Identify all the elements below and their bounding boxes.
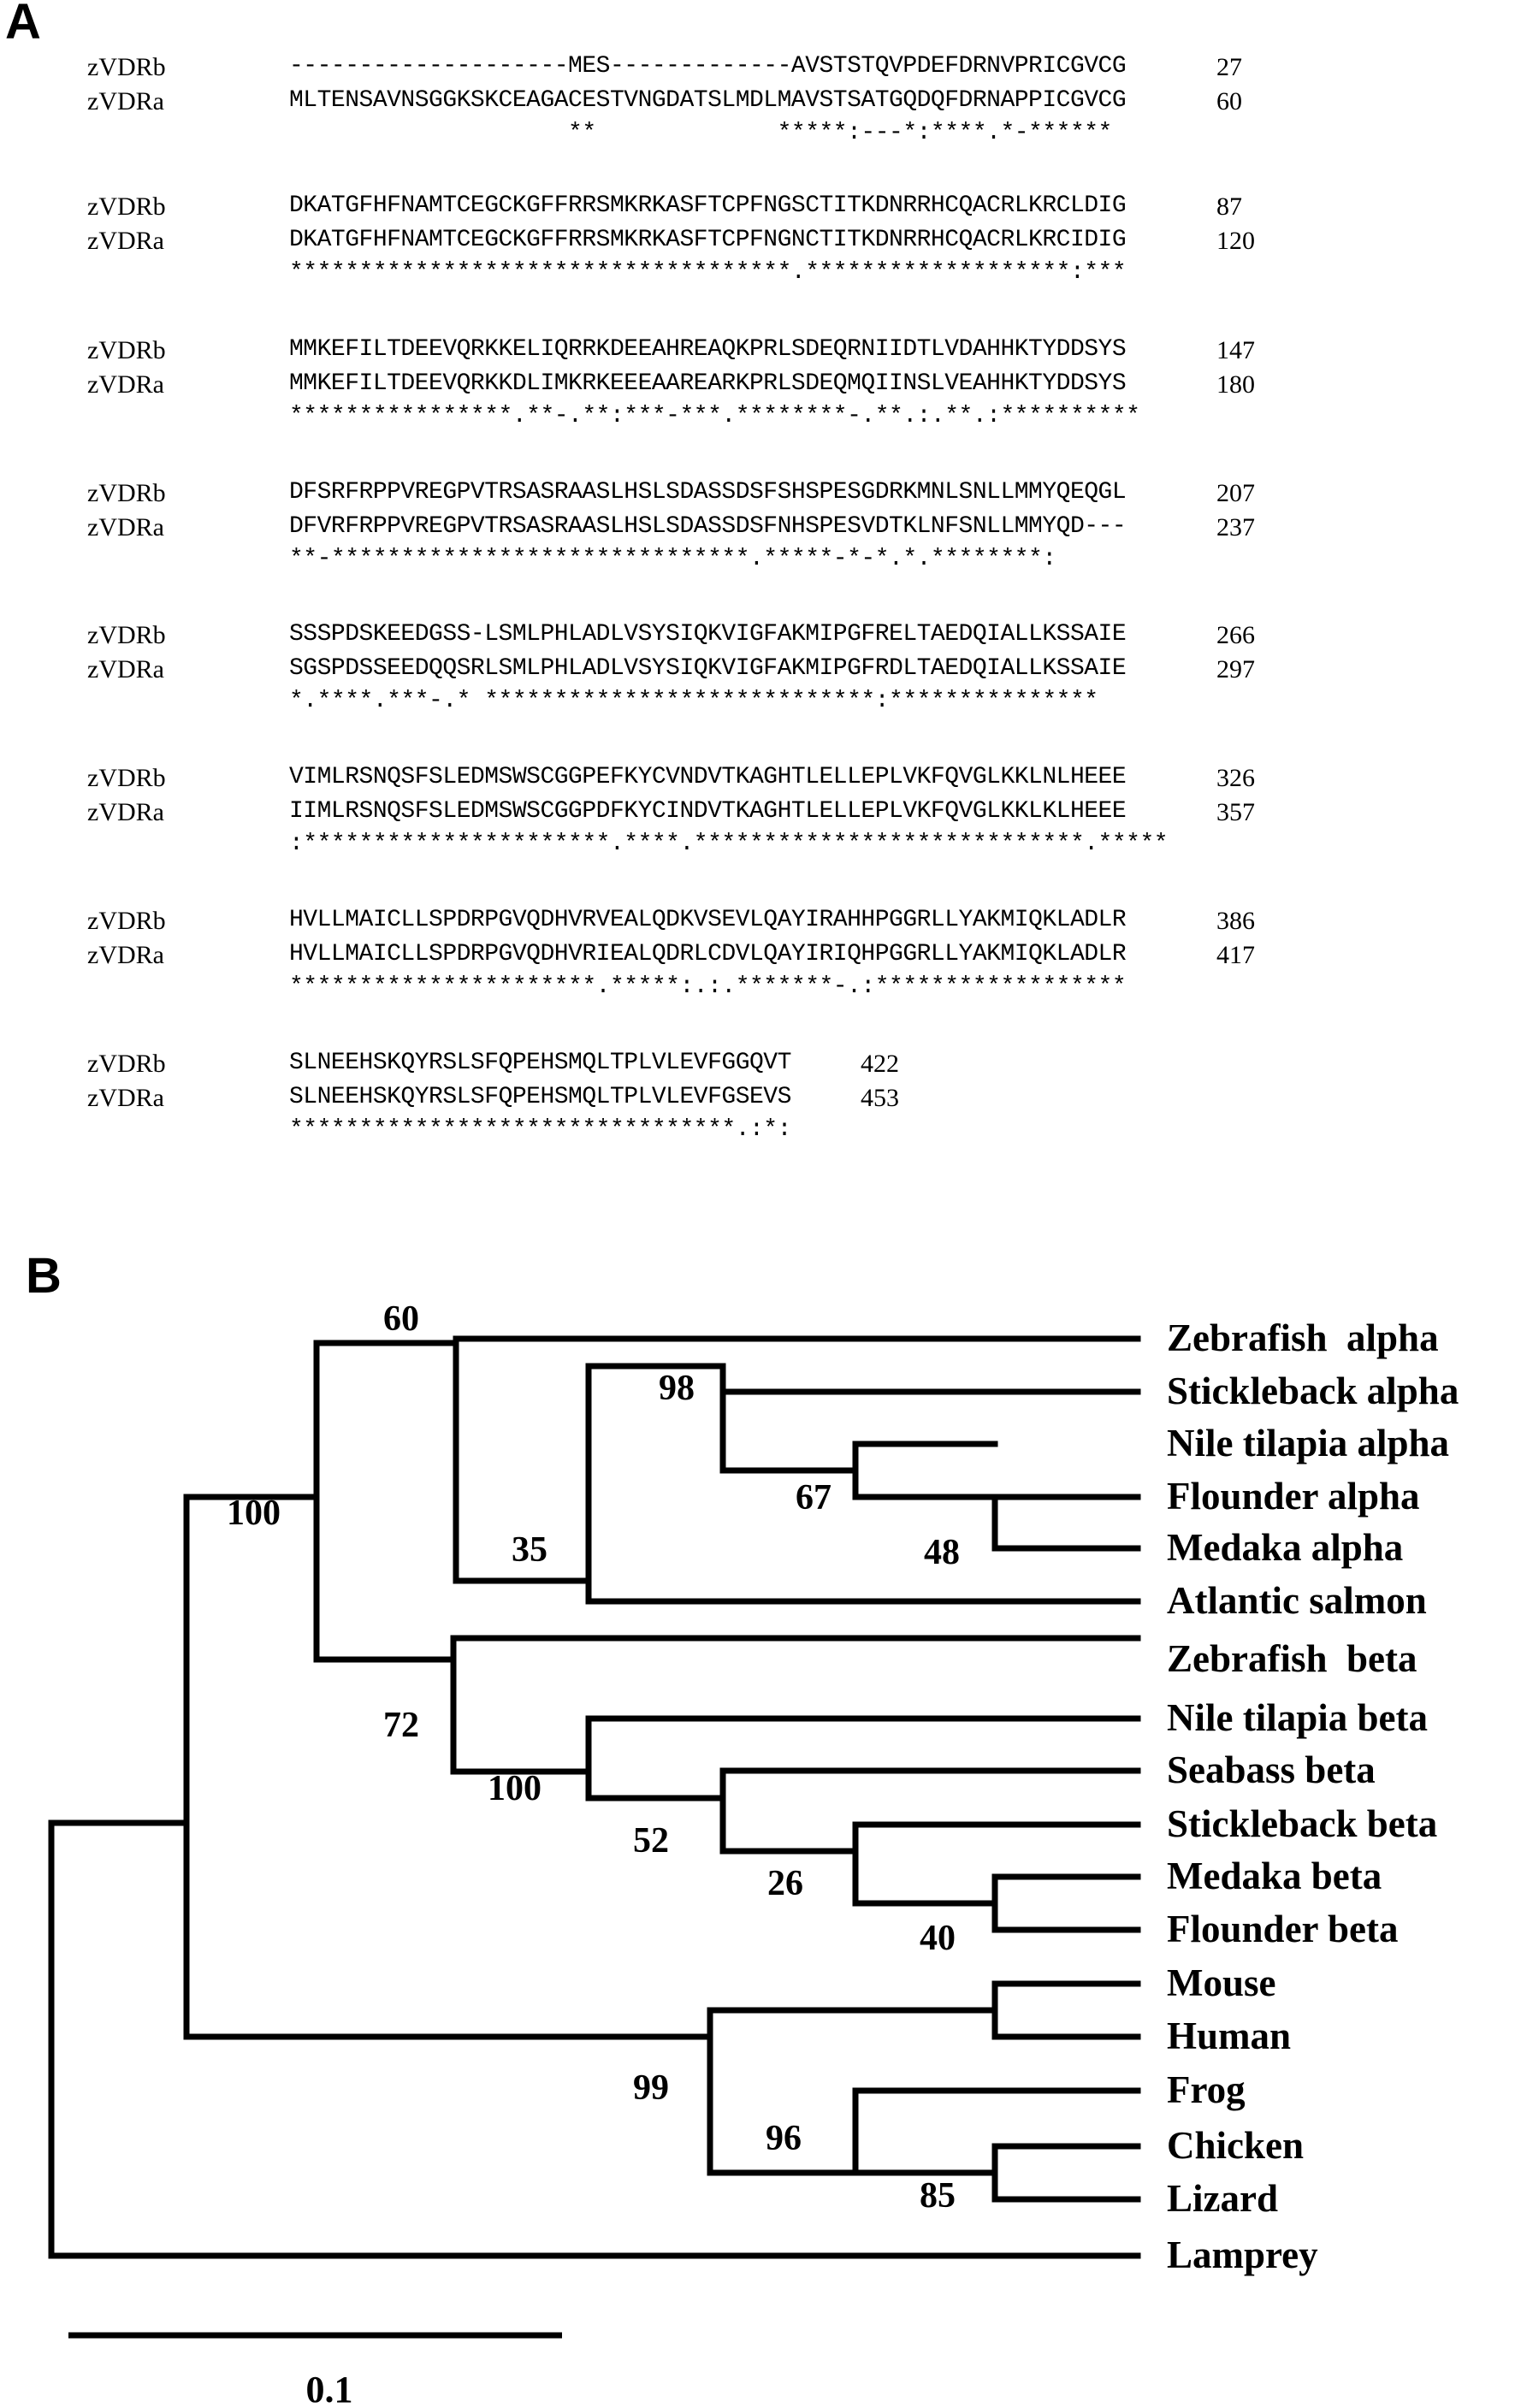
sequence-name: zVDRa	[87, 227, 164, 255]
bootstrap-value: 100	[227, 1494, 281, 1533]
bootstrap-value: 52	[633, 1821, 669, 1861]
sequence-b: HVLLMAICLLSPDRPGVQDHVRVEALQDKVSEVLQAYIRA…	[289, 907, 1127, 933]
bootstrap-value: 100	[488, 1769, 541, 1808]
sequence-b: DFSRFRPPVREGPVTRSASRAASLHSLSDASSDSFSHSPE…	[289, 479, 1127, 506]
sequence-name: zVDRb	[87, 764, 166, 792]
residue-count: 453	[861, 1084, 899, 1112]
sequence-b: VIMLRSNQSFSLEDMSWSCGGPEFKYCVNDVTKAGHTLEL…	[289, 764, 1127, 790]
sequence-a: HVLLMAICLLSPDRPGVQDHVRIEALQDRLCDVLQAYIRI…	[289, 941, 1127, 967]
sequence-a: MMKEFILTDEEVQRKKDLIMKRKEEEAAREARKPRLSDEQ…	[289, 370, 1127, 397]
residue-count: 180	[1216, 370, 1255, 399]
taxon-label: Zebrafish alpha	[1167, 1316, 1439, 1359]
bootstrap-value: 98	[659, 1369, 695, 1408]
sequence-name: zVDRa	[87, 370, 164, 399]
sequence-a: SLNEEHSKQYRSLSFQPEHSMQLTPLVLEVFGSEVS	[289, 1084, 791, 1110]
residue-count: 207	[1216, 479, 1255, 507]
sequence-a: SGSPDSSEEDQQSRLSMLPHLADLVSYSIQKVIGFAKMIP…	[289, 655, 1127, 682]
sequence-a: MLTENSAVNSGGKSKCEAGACESTVNGDATSLMDLMAVST…	[289, 87, 1127, 114]
taxon-label: Medaka alpha	[1167, 1526, 1403, 1569]
consensus-line: :**********************.****.***********…	[289, 831, 1169, 857]
bootstrap-value: 72	[383, 1706, 419, 1745]
taxon-label: Seabass beta	[1167, 1748, 1376, 1791]
sequence-b: SLNEEHSKQYRSLSFQPEHSMQLTPLVLEVFGGQVT	[289, 1050, 791, 1076]
bootstrap-value: 96	[766, 2119, 802, 2158]
consensus-line: **-******************************.*****-…	[289, 546, 1056, 572]
bootstrap-value: 60	[383, 1299, 419, 1339]
residue-count: 417	[1216, 941, 1255, 969]
bootstrap-value: 67	[796, 1478, 831, 1518]
bootstrap-value: 85	[920, 2176, 956, 2216]
bootstrap-value: 26	[767, 1864, 803, 1903]
tree-labels: Zebrafish alpha Stickleback alpha Nile til…	[227, 1299, 1459, 2276]
residue-count: 87	[1216, 192, 1242, 221]
sequence-a: DKATGFHFNAMTCEGCKGFFRRSMKRKASFTCPFNGNCTI…	[289, 227, 1127, 253]
sequence-name: zVDRb	[87, 336, 166, 364]
sequence-name: zVDRa	[87, 513, 164, 541]
sequence-name: zVDRb	[87, 907, 166, 935]
residue-count: 326	[1216, 764, 1255, 792]
residue-count: 27	[1216, 53, 1242, 81]
scale-bar-label: 0.1	[306, 2369, 353, 2408]
residue-count: 147	[1216, 336, 1255, 364]
scale-bar: 0.1	[68, 2332, 562, 2408]
residue-count: 60	[1216, 87, 1242, 115]
sequence-name: zVDRa	[87, 1084, 164, 1112]
taxon-label: Lamprey	[1167, 2233, 1318, 2276]
taxon-label: Zebrafish beta	[1167, 1637, 1417, 1680]
residue-count: 120	[1216, 227, 1255, 255]
consensus-line: ********************************.:*:	[289, 1116, 791, 1143]
bootstrap-value: 40	[920, 1919, 956, 1958]
sequence-name: zVDRb	[87, 53, 166, 81]
sequence-name: zVDRa	[87, 941, 164, 969]
consensus-line: ****************.**-.**:***-***.********…	[289, 403, 1140, 429]
panel-a-label: A	[5, 0, 41, 50]
taxon-label: Stickleback alpha	[1167, 1370, 1459, 1412]
bootstrap-value: 48	[924, 1533, 960, 1572]
sequence-name: zVDRa	[87, 655, 164, 683]
taxon-label: Chicken	[1167, 2124, 1304, 2167]
consensus-line: **********************.*****:.:.*******-…	[289, 973, 1127, 1000]
sequence-b: MMKEFILTDEEVQRKKELIQRRKDEEAHREAQKPRLSDEQ…	[289, 336, 1127, 363]
sequence-b: --------------------MES-------------AVST…	[289, 53, 1127, 80]
sequence-a: IIMLRSNQSFSLEDMSWSCGGPDFKYCINDVTKAGHTLEL…	[289, 798, 1127, 825]
taxon-label: Nile tilapia alpha	[1167, 1422, 1449, 1464]
residue-count: 422	[861, 1050, 899, 1078]
phylogenetic-tree: Zebrafish alpha Stickleback alpha Nile til…	[48, 1299, 1459, 2408]
sequence-name: zVDRb	[87, 1050, 166, 1078]
sequence-name: zVDRa	[87, 87, 164, 115]
taxon-label: Mouse	[1167, 1961, 1276, 2004]
taxon-label: Flounder alpha	[1167, 1475, 1420, 1518]
taxon-label: Medaka beta	[1167, 1855, 1382, 1897]
tree-branches	[48, 1335, 1141, 2259]
bootstrap-value: 35	[512, 1530, 547, 1570]
panel-b-label: B	[26, 1248, 62, 1304]
taxon-label: Frog	[1167, 2068, 1246, 2111]
consensus-line: ** *****:---*:****.*-******	[289, 120, 1112, 146]
sequence-name: zVDRb	[87, 479, 166, 507]
residue-count: 386	[1216, 907, 1255, 935]
residue-count: 266	[1216, 621, 1255, 649]
consensus-line: ************************************.***…	[289, 259, 1127, 286]
residue-count: 237	[1216, 513, 1255, 541]
taxon-label: Lizard	[1167, 2177, 1278, 2220]
sequence-name: zVDRb	[87, 192, 166, 221]
taxon-label: Nile tilapia beta	[1167, 1696, 1428, 1739]
taxon-label: Flounder beta	[1167, 1908, 1398, 1950]
sequence-name: zVDRa	[87, 798, 164, 826]
sequence-b: DKATGFHFNAMTCEGCKGFFRRSMKRKASFTCPFNGSCTI…	[289, 192, 1127, 219]
taxon-label: Human	[1167, 2015, 1291, 2057]
residue-count: 357	[1216, 798, 1255, 826]
sequence-name: zVDRb	[87, 621, 166, 649]
sequence-a: DFVRFRPPVREGPVTRSASRAASLHSLSDASSDSFNHSPE…	[289, 513, 1127, 540]
taxon-label: Stickleback beta	[1167, 1802, 1437, 1845]
consensus-line: *.****.***-.* **************************…	[289, 688, 1098, 714]
bootstrap-value: 99	[633, 2068, 669, 2108]
taxon-label: Atlantic salmon	[1167, 1579, 1427, 1622]
residue-count: 297	[1216, 655, 1255, 683]
sequence-b: SSSPDSKEEDGSS-LSMLPHLADLVSYSIQKVIGFAKMIP…	[289, 621, 1127, 648]
